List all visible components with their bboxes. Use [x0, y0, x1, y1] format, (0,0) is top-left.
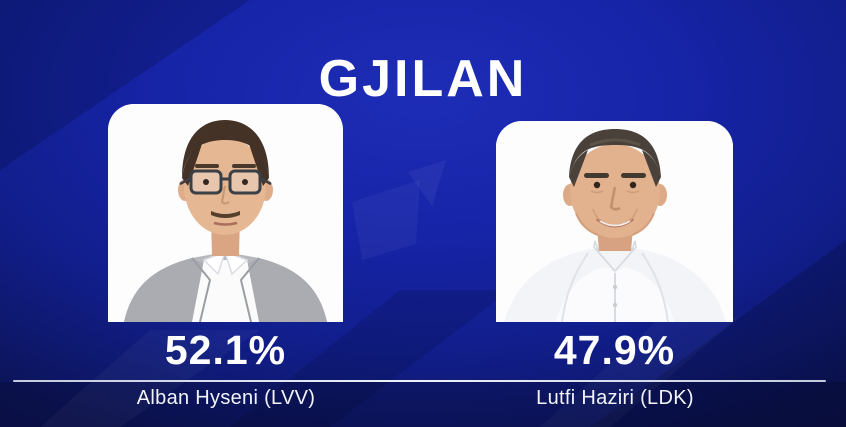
candidate-name-left: Alban Hyseni (LVV): [136, 387, 316, 409]
candidate-photo-card-right: [496, 121, 733, 322]
vote-share-left: 52.1%: [164, 327, 287, 373]
vote-share-right: 47.9%: [553, 327, 676, 373]
divider-line: [13, 380, 826, 382]
candidate-photo-card-left: [108, 104, 343, 322]
candidate-portrait-right: [496, 121, 733, 322]
page-title: GJILAN: [318, 49, 528, 108]
candidate-name-right: Lutfi Haziri (LDK): [536, 387, 694, 409]
candidate-portrait-left: [108, 104, 343, 322]
